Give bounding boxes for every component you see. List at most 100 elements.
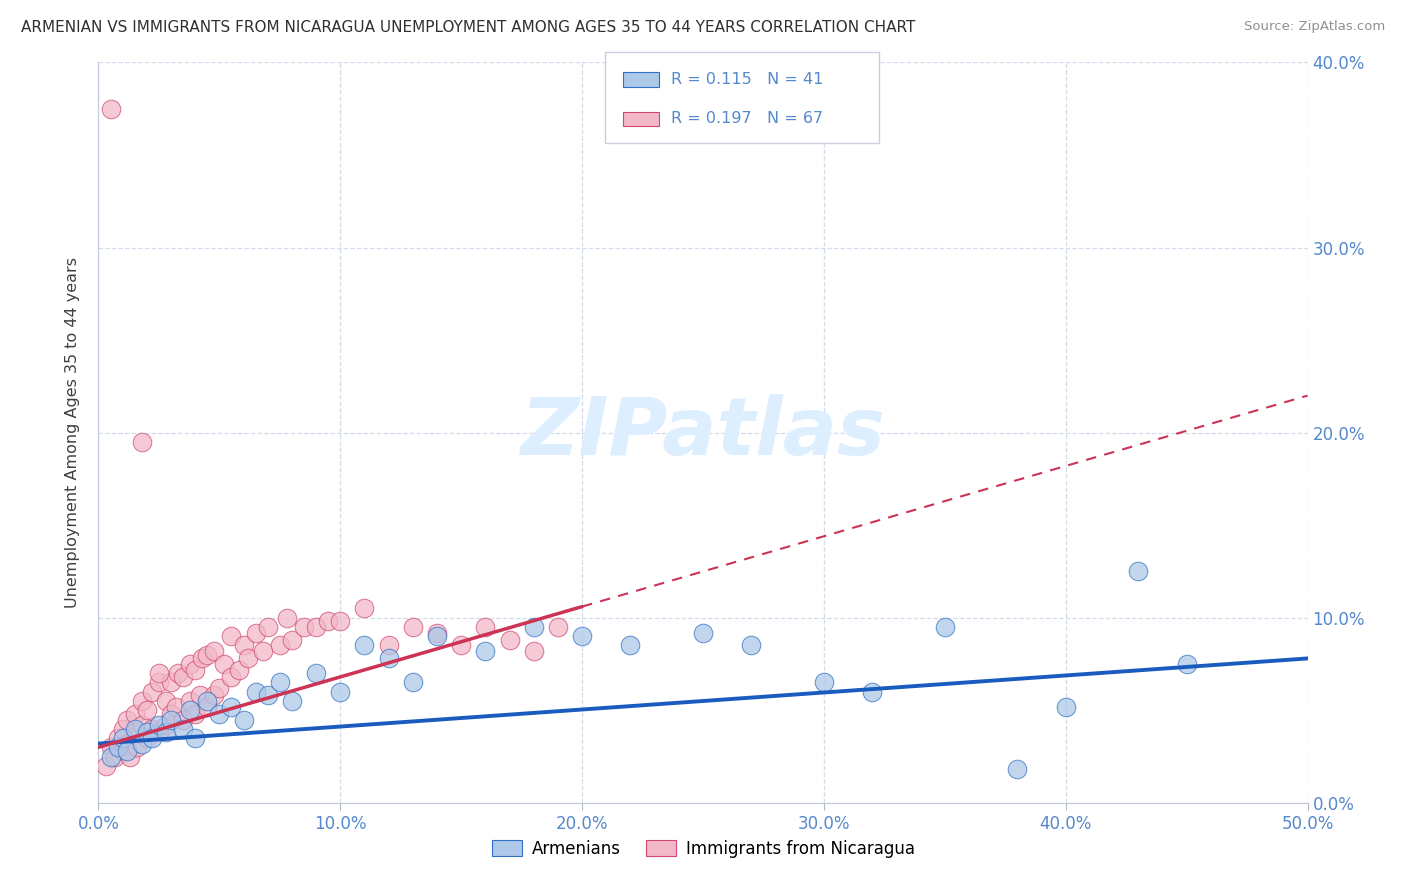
Point: [124, 722, 146, 736]
Point: [135, 725, 157, 739]
Point: [135, 731, 157, 745]
Text: Source: ZipAtlas.com: Source: ZipAtlas.com: [1244, 20, 1385, 33]
Point: [160, 706, 183, 721]
Point: [104, 749, 127, 764]
Point: [740, 639, 762, 653]
Point: [860, 685, 883, 699]
Point: [188, 689, 211, 703]
Point: [117, 737, 139, 751]
Point: [221, 629, 243, 643]
Point: [100, 740, 122, 755]
Point: [329, 685, 352, 699]
Point: [426, 625, 449, 640]
Point: [450, 639, 472, 653]
Point: [692, 625, 714, 640]
Point: [111, 731, 134, 745]
Point: [1128, 565, 1150, 579]
Point: [212, 657, 235, 671]
Point: [141, 722, 163, 736]
Point: [1175, 657, 1198, 671]
Point: [571, 629, 593, 643]
Y-axis label: Unemployment Among Ages 35 to 44 years: Unemployment Among Ages 35 to 44 years: [65, 257, 80, 608]
Point: [141, 685, 163, 699]
Point: [155, 718, 177, 732]
Point: [292, 620, 315, 634]
Point: [195, 694, 218, 708]
Point: [204, 644, 226, 658]
Point: [131, 737, 153, 751]
Point: [547, 620, 569, 634]
Point: [135, 703, 157, 717]
Point: [184, 706, 207, 721]
Point: [232, 639, 254, 653]
Point: [179, 703, 201, 717]
Point: [402, 675, 425, 690]
Point: [256, 620, 278, 634]
Point: [281, 632, 304, 647]
Point: [232, 713, 254, 727]
Point: [619, 639, 641, 653]
Point: [269, 639, 291, 653]
Point: [221, 670, 243, 684]
Point: [281, 694, 304, 708]
Point: [474, 620, 496, 634]
Point: [172, 670, 194, 684]
Point: [305, 666, 328, 681]
Point: [221, 699, 243, 714]
Text: ARMENIAN VS IMMIGRANTS FROM NICARAGUA UNEMPLOYMENT AMONG AGES 35 TO 44 YEARS COR: ARMENIAN VS IMMIGRANTS FROM NICARAGUA UN…: [21, 20, 915, 35]
Point: [124, 706, 146, 721]
Point: [94, 758, 117, 772]
Point: [316, 615, 339, 629]
Point: [208, 706, 231, 721]
Point: [184, 663, 207, 677]
Point: [377, 651, 399, 665]
Point: [100, 102, 122, 116]
Point: [184, 731, 207, 745]
Point: [117, 744, 139, 758]
Point: [195, 699, 218, 714]
Point: [131, 718, 153, 732]
Point: [523, 644, 546, 658]
Point: [1054, 699, 1077, 714]
Point: [245, 625, 267, 640]
Point: [228, 663, 250, 677]
Point: [377, 639, 399, 653]
Point: [402, 620, 425, 634]
Point: [107, 731, 129, 745]
Point: [172, 713, 194, 727]
Point: [498, 632, 520, 647]
Point: [276, 610, 298, 624]
Point: [118, 749, 141, 764]
Point: [141, 731, 163, 745]
Point: [160, 713, 183, 727]
Point: [148, 718, 170, 732]
Point: [208, 681, 231, 695]
Point: [195, 648, 218, 662]
Point: [238, 651, 260, 665]
Point: [107, 740, 129, 755]
Point: [474, 644, 496, 658]
Point: [179, 694, 201, 708]
Point: [148, 666, 170, 681]
Point: [191, 651, 214, 665]
Text: ZIPatlas: ZIPatlas: [520, 393, 886, 472]
Point: [353, 639, 375, 653]
Point: [426, 629, 449, 643]
Point: [179, 657, 201, 671]
Point: [204, 689, 226, 703]
Point: [353, 601, 375, 615]
Point: [523, 620, 546, 634]
Point: [167, 666, 190, 681]
Point: [155, 725, 177, 739]
Point: [131, 694, 153, 708]
Point: [256, 689, 278, 703]
Point: [111, 722, 134, 736]
Point: [165, 699, 187, 714]
Point: [252, 644, 274, 658]
Point: [934, 620, 956, 634]
Text: R = 0.115   N = 41: R = 0.115 N = 41: [671, 72, 823, 87]
Point: [148, 725, 170, 739]
Point: [131, 434, 153, 449]
Point: [172, 722, 194, 736]
Point: [124, 725, 146, 739]
